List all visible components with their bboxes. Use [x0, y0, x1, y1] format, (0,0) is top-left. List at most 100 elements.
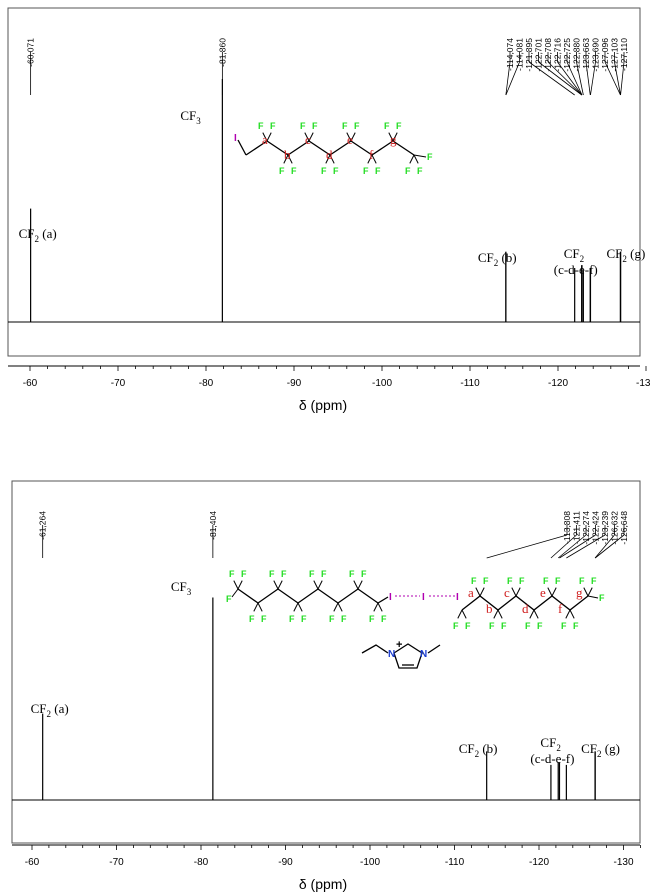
- c-f-bond: [392, 132, 398, 142]
- label-connector-8: [594, 534, 625, 559]
- fluorine-atom: F: [543, 576, 549, 586]
- c-f-bond: [461, 609, 467, 619]
- c-f-bond: [346, 132, 352, 142]
- c-f-bond: [353, 580, 359, 590]
- label-connector-4: [528, 61, 575, 96]
- c-f-bond: [257, 602, 263, 612]
- fluorine-atom: F: [329, 614, 335, 624]
- x-tick-label: -130: [636, 378, 650, 389]
- annotation-3: CF2: [540, 735, 560, 753]
- fluorine-atom: F: [229, 569, 235, 579]
- nitrogen-atom: N: [388, 649, 395, 660]
- x-tick-label: -60: [25, 857, 40, 868]
- label-connector-5: [538, 61, 583, 96]
- fluorine-atom: F: [309, 569, 315, 579]
- iodine-atom: I: [234, 133, 237, 144]
- c-f-bond: [569, 609, 575, 619]
- fluorine-atom: F: [537, 621, 543, 631]
- fluorine-atom: F: [289, 614, 295, 624]
- c-f-bond: [373, 602, 379, 612]
- fluorine-atom: F: [300, 121, 306, 131]
- c-f-bond: [297, 602, 303, 612]
- fluorine-atom: F: [342, 121, 348, 131]
- c-f-bond: [493, 609, 499, 619]
- c-f-bond: [266, 132, 272, 142]
- fluorine-atom: F: [561, 621, 567, 631]
- fluorine-atom: F: [384, 121, 390, 131]
- fluorine-atom: F: [599, 593, 605, 603]
- fluorine-atom: F: [258, 121, 264, 131]
- c-f-bond: [273, 580, 279, 590]
- fluorine-atom: F: [427, 152, 433, 162]
- c-f-bond: [304, 132, 310, 142]
- c-f-bond: [287, 154, 293, 164]
- c-f-bond: [583, 587, 589, 597]
- fluorine-atom: F: [291, 166, 297, 176]
- fluorine-atom: F: [501, 621, 507, 631]
- c-i-bond: [377, 596, 389, 604]
- c-f-bond: [551, 587, 557, 597]
- x-axis-label: δ (ppm): [299, 876, 347, 892]
- ethyl-group: [361, 644, 389, 654]
- label-connector-10: [585, 61, 591, 96]
- fluorine-atom: F: [471, 576, 477, 586]
- carbon-label-d: d: [326, 147, 333, 162]
- iodine-atom: I: [456, 592, 459, 603]
- c-f-bond: [283, 154, 289, 164]
- label-connector-4: [557, 534, 587, 559]
- fluorine-atom: F: [555, 576, 561, 586]
- carbon-label-g: g: [576, 585, 583, 600]
- fluorine-atom: F: [573, 621, 579, 631]
- label-connector-2: [486, 534, 568, 559]
- fluorine-atom: F: [321, 569, 327, 579]
- annotation-3: CF2: [564, 246, 584, 264]
- label-connector-3: [550, 534, 577, 559]
- annotation-2: CF2 (b): [478, 250, 517, 268]
- fluorine-atom: F: [349, 569, 355, 579]
- annotation-4: CF2 (g): [606, 246, 645, 264]
- annotation-0: CF3: [171, 579, 192, 597]
- fluorine-atom: F: [519, 576, 525, 586]
- fluorine-atom: F: [453, 621, 459, 631]
- c-f-bond: [529, 609, 535, 619]
- carbon-label-b: b: [284, 147, 291, 162]
- label-connector-3: [505, 61, 520, 96]
- label-connector-12: [604, 61, 621, 96]
- c-f-bond: [388, 132, 394, 142]
- plot-frame: [11, 480, 641, 844]
- label-connector-7: [557, 61, 583, 96]
- label-connector-14: [620, 61, 625, 96]
- fluorine-atom: F: [591, 576, 597, 586]
- x-tick-label: -90: [287, 378, 302, 389]
- carbon-label-d: d: [522, 601, 529, 616]
- c-f-bond: [367, 154, 373, 164]
- fluorine-atom: F: [363, 166, 369, 176]
- carbon-label-e: e: [347, 132, 353, 147]
- fluorine-atom: F: [483, 576, 489, 586]
- c-i-bond: [237, 139, 247, 156]
- label-connector-9: [576, 61, 584, 96]
- fluorine-atom: F: [261, 614, 267, 624]
- x-tick-label: -70: [109, 857, 124, 868]
- carbon-label-b: b: [486, 601, 493, 616]
- fluorine-atom: F: [489, 621, 495, 631]
- c-f-bond: [293, 602, 299, 612]
- c-f-bond: [337, 602, 343, 612]
- annotation-sub-3: (c-d-e-f): [530, 751, 574, 766]
- x-tick-label: -130: [613, 857, 633, 868]
- c-f-bond: [457, 609, 463, 619]
- c-f-bond: [350, 132, 356, 142]
- label-connector-6: [547, 61, 583, 96]
- c-f-bond: [333, 602, 339, 612]
- x-tick-label: -60: [23, 378, 38, 389]
- methyl-group: [427, 644, 441, 654]
- c-f-bond: [413, 154, 427, 158]
- positive-charge: +: [396, 639, 402, 651]
- annotation-2: CF2 (b): [459, 741, 498, 759]
- x-tick-label: -80: [199, 378, 214, 389]
- fluorine-atom: F: [270, 121, 276, 131]
- c-f-bond: [237, 580, 243, 590]
- carbon-label-c: c: [504, 585, 510, 600]
- x-tick-label: -90: [278, 857, 293, 868]
- c-f-bond: [231, 588, 239, 598]
